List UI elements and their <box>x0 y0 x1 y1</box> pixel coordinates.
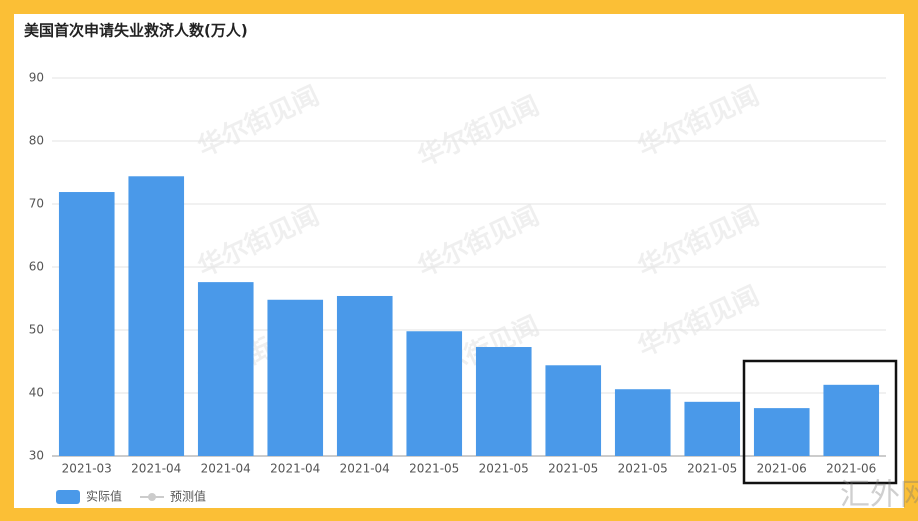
bar <box>475 347 532 456</box>
y-tick-label: 80 <box>29 134 44 148</box>
x-tick-label: 2021-03 <box>62 462 112 476</box>
corner-mark: 汇外网 <box>840 478 918 513</box>
x-tick-label: 2021-06 <box>757 462 807 476</box>
bar <box>684 401 741 456</box>
legend-swatch <box>148 493 156 501</box>
chart-title: 美国首次申请失业救济人数(万人) <box>24 22 248 40</box>
plot: 30 40 50 60 70 80 90 2021-03 2021-04 2021-04 2021-… <box>29 71 886 504</box>
legend-label: 预测值 <box>170 489 206 504</box>
bar <box>58 192 115 456</box>
bar <box>545 365 602 456</box>
y-tick-label: 60 <box>29 260 44 274</box>
x-tick-label: 2021-06 <box>826 462 876 476</box>
y-tick-label: 70 <box>29 197 44 211</box>
y-tick-label: 40 <box>29 386 44 400</box>
bar <box>823 384 880 456</box>
x-tick-label: 2021-04 <box>131 462 181 476</box>
y-tick-label: 50 <box>29 323 44 337</box>
bar <box>336 295 393 456</box>
x-tick-label: 2021-05 <box>618 462 668 476</box>
y-tick-label: 30 <box>29 449 44 463</box>
bar <box>197 282 254 456</box>
bar <box>406 331 463 456</box>
y-tick-label: 90 <box>29 71 44 85</box>
legend-swatch <box>56 490 80 504</box>
x-tick-label: 2021-04 <box>270 462 320 476</box>
x-tick-label: 2021-04 <box>201 462 251 476</box>
x-tick-label: 2021-05 <box>687 462 737 476</box>
bar <box>267 299 324 456</box>
legend-label: 实际值 <box>86 489 122 504</box>
highlight-box <box>742 359 898 485</box>
x-tick-label: 2021-05 <box>409 462 459 476</box>
bar <box>753 408 810 456</box>
bar <box>128 176 185 456</box>
x-tick-label: 2021-04 <box>340 462 390 476</box>
x-tick-label: 2021-05 <box>479 462 529 476</box>
x-tick-label: 2021-05 <box>548 462 598 476</box>
bar <box>614 389 671 456</box>
